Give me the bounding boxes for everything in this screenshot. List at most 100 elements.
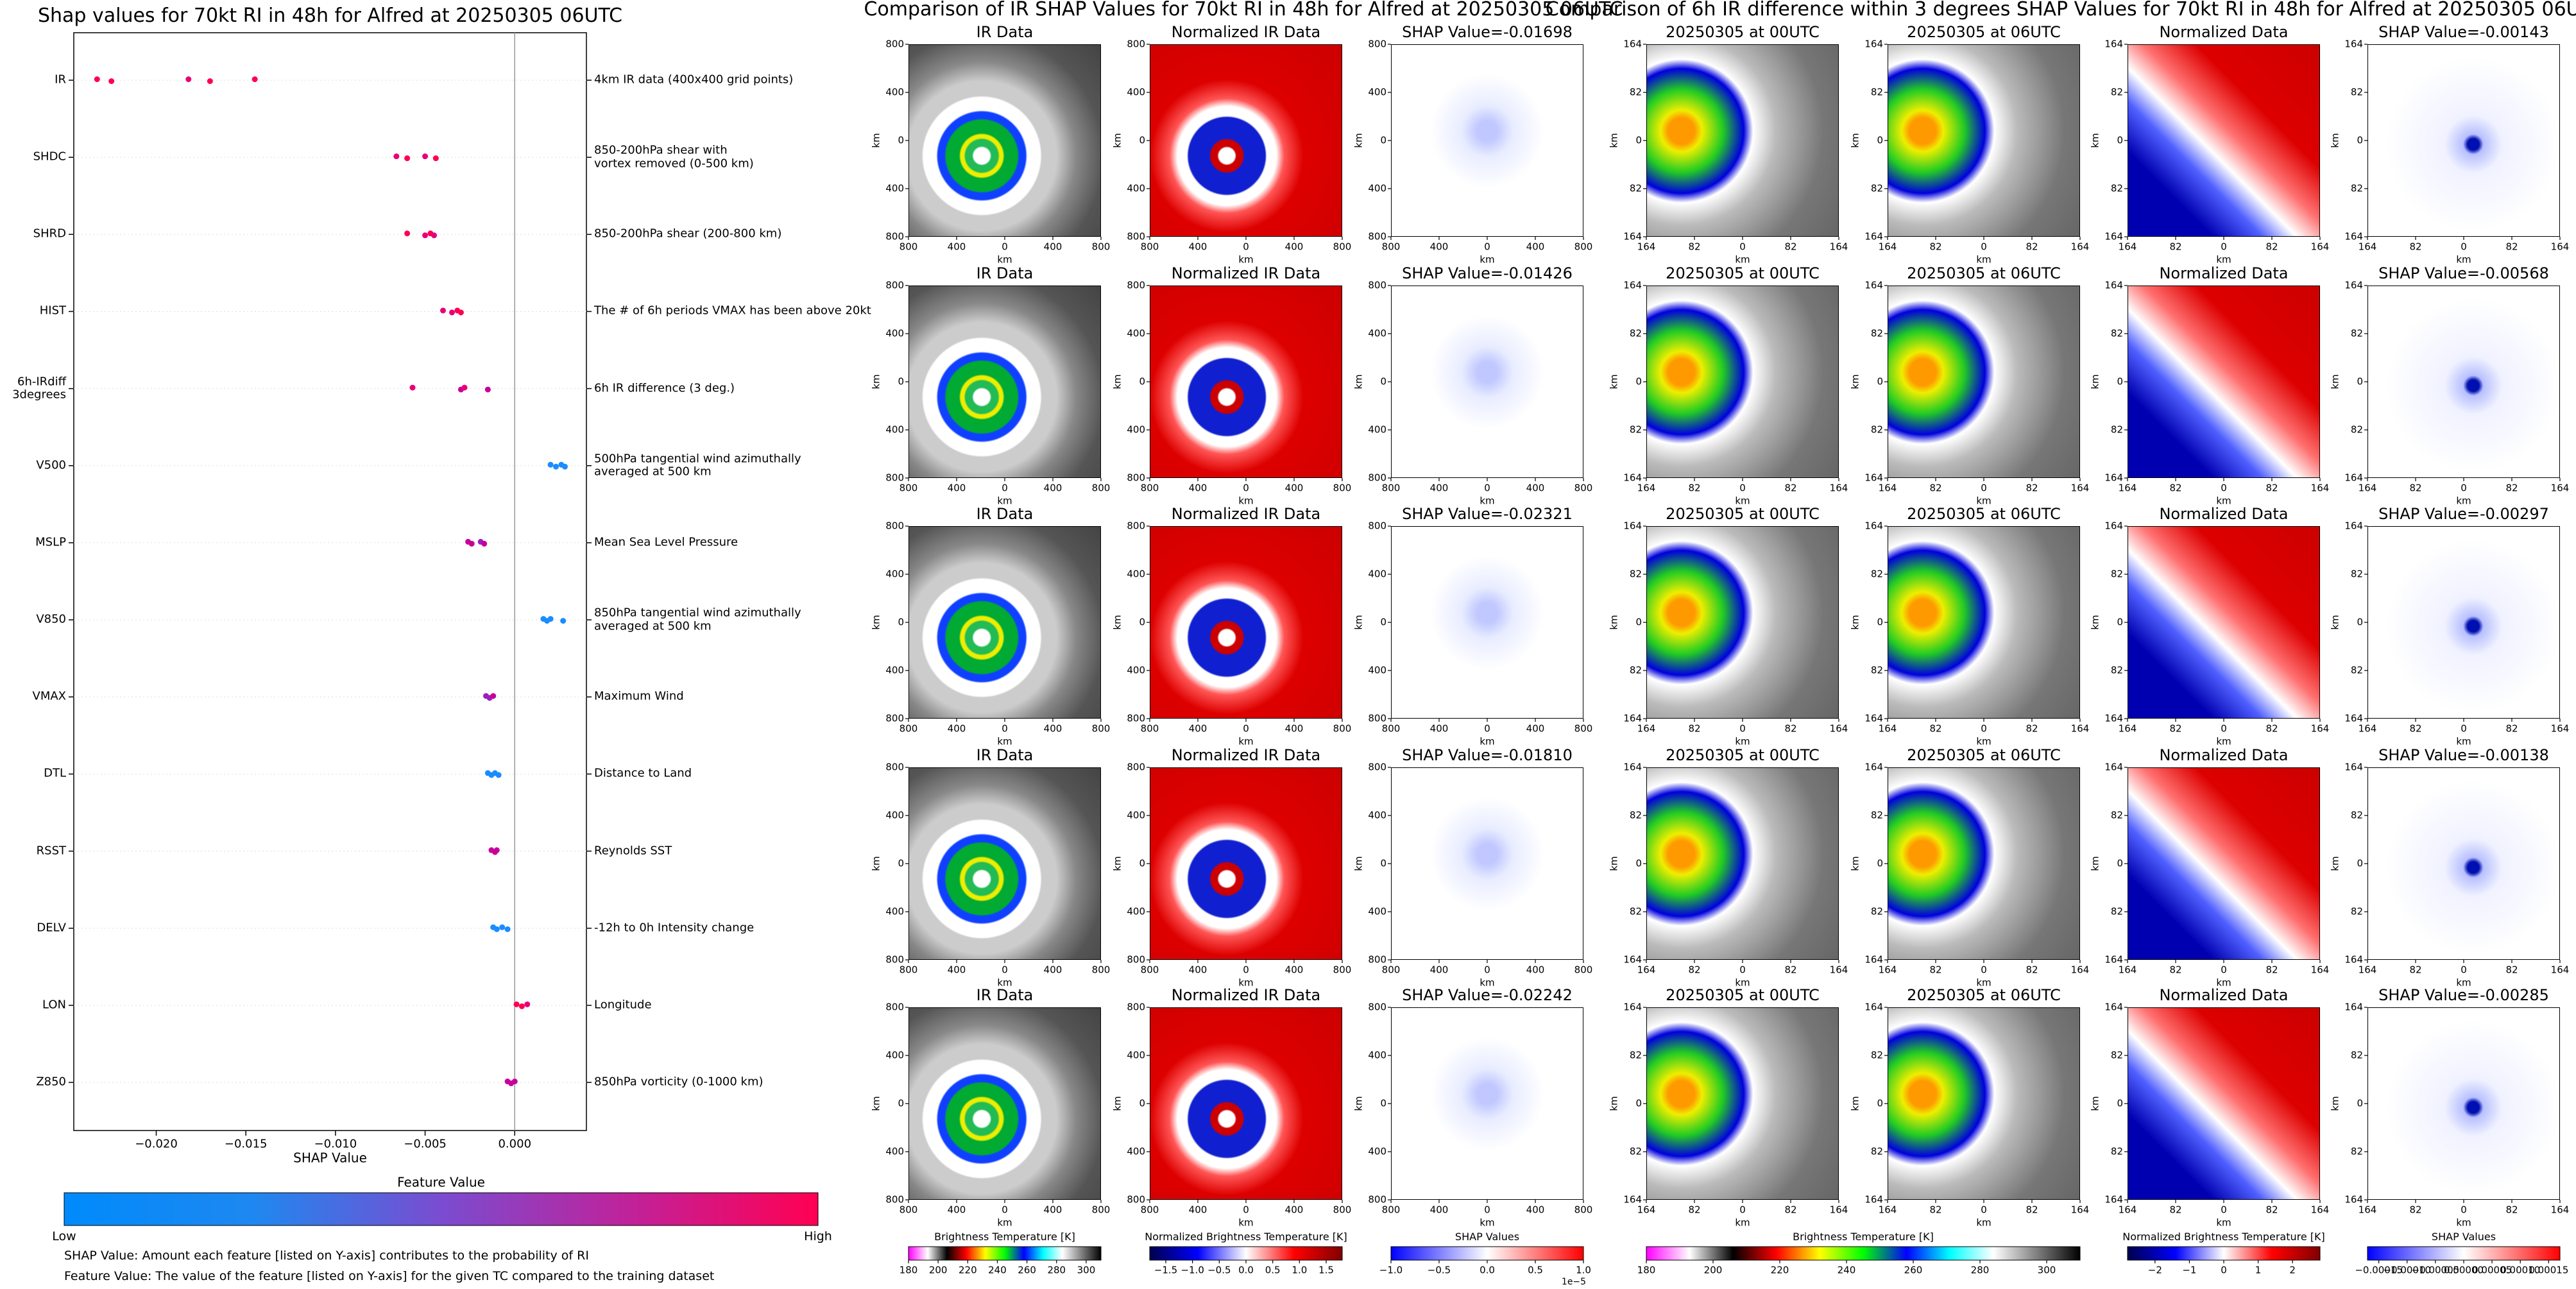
- y-tick-label: 164: [1623, 472, 1642, 484]
- y-axis-label: km: [2089, 374, 2101, 389]
- x-tick-label: 82: [2409, 722, 2422, 735]
- y-tick-label: 164: [2344, 520, 2363, 532]
- y-tick-label: 0: [1380, 134, 1386, 146]
- x-tick-label: 164: [2118, 482, 2137, 494]
- panel-title: SHAP Value=-0.00568: [2378, 264, 2549, 283]
- x-axis-label: SHAP Value: [293, 1150, 367, 1166]
- x-tick-label: 164: [1637, 482, 1656, 494]
- x-tick-label: 164: [2070, 241, 2090, 253]
- y-tick-label: 800: [1127, 279, 1145, 291]
- point: [484, 386, 491, 393]
- x-tick-label: 82: [2505, 241, 2518, 253]
- y-tick-label: 400: [1368, 182, 1386, 194]
- colorbar-tick-label: 0.00010: [2500, 1264, 2541, 1276]
- x-tick-label: 0: [1002, 964, 1008, 976]
- y-tick-label: 400: [1368, 905, 1386, 918]
- x-axis-label: km: [1976, 495, 1992, 507]
- x-tick-label: 164: [2358, 722, 2377, 735]
- x-tick-label: 164: [2550, 964, 2570, 976]
- y-axis-label: km: [1352, 615, 1365, 630]
- x-tick-label: 164: [2070, 1204, 2090, 1216]
- panel-title: SHAP Value=-0.01426: [1402, 264, 1573, 283]
- x-axis-label: km: [1480, 495, 1495, 507]
- y-tick-label: 164: [1623, 1193, 1642, 1206]
- image-panel: [2128, 767, 2320, 960]
- y-tick-label: 400: [885, 1145, 904, 1157]
- x-tick-label: 0: [1981, 964, 1987, 976]
- x-tick-label: 82: [1688, 964, 1701, 976]
- x-tick-label: 0: [1739, 482, 1746, 494]
- panel-title: 20250305 at 06UTC: [1907, 986, 2061, 1005]
- panel-title: Normalized Data: [2159, 23, 2289, 42]
- y-tick-label: 800: [1127, 953, 1145, 966]
- colorbar-low: Low: [52, 1229, 76, 1244]
- y-axis-label: km: [2089, 856, 2101, 871]
- x-tick-label: 800: [1140, 482, 1159, 494]
- y-tick-label: 800: [1127, 520, 1145, 532]
- panel-title: 20250305 at 00UTC: [1666, 505, 1820, 524]
- x-tick-label: 400: [1188, 1204, 1207, 1216]
- feature-description: Reynolds SST: [594, 844, 672, 858]
- x-tick-label: 0: [1243, 482, 1249, 494]
- y-tick-label: IR: [55, 73, 66, 87]
- point: [511, 1079, 518, 1084]
- x-tick-label: 400: [1188, 722, 1207, 735]
- image-panel: [1888, 286, 2080, 478]
- x-tick-label: 400: [1429, 964, 1449, 976]
- image-panel: [1391, 286, 1583, 478]
- x-axis-label: km: [997, 495, 1012, 507]
- y-tick-label: 400: [885, 568, 904, 580]
- x-tick-label: 164: [2358, 482, 2377, 494]
- x-tick-label: 400: [947, 964, 966, 976]
- image-panel: [1150, 286, 1342, 478]
- y-tick-label: 82: [2350, 809, 2363, 821]
- image-panel: [1391, 526, 1583, 719]
- y-tick-label: 164: [1623, 953, 1642, 966]
- colorbar-label: Brightness Temperature [K]: [934, 1230, 1075, 1243]
- colorbar: [2127, 1246, 2321, 1261]
- x-tick-label: 0: [1243, 1204, 1249, 1216]
- y-tick-label: 400: [885, 182, 904, 194]
- point: [457, 309, 464, 316]
- y-axis-label: km: [870, 133, 882, 148]
- y-axis-label: km: [2089, 133, 2101, 148]
- y-tick-label: 82: [1870, 809, 1883, 821]
- x-tick-label: 400: [1284, 1204, 1304, 1216]
- x-tick-label: 800: [1140, 722, 1159, 735]
- panel-title: SHAP Value=-0.02242: [1402, 986, 1573, 1005]
- y-tick-label: 82: [1870, 327, 1883, 339]
- x-tick-label: 0: [1981, 1204, 1987, 1216]
- y-tick-label: 82: [1629, 1145, 1642, 1157]
- x-axis-label: km: [2216, 253, 2231, 266]
- y-tick-label: 0: [1635, 1097, 1642, 1109]
- point: [547, 461, 554, 468]
- x-axis-label: km: [1238, 977, 1254, 989]
- x-tick-label: 164: [1878, 241, 1897, 253]
- x-tick-label: 0: [1243, 722, 1249, 735]
- y-tick-label: 400: [1368, 86, 1386, 98]
- x-tick-label: 800: [899, 482, 918, 494]
- figure-title: Comparison of 6h IR difference within 3 …: [1545, 0, 2576, 21]
- x-axis-label: km: [1480, 253, 1495, 266]
- y-axis-label: km: [1352, 374, 1365, 389]
- x-tick-label: 164: [2118, 722, 2137, 735]
- y-tick-label: 164: [1623, 520, 1642, 532]
- y-axis-label: km: [2089, 1096, 2101, 1111]
- y-tick-label: 0: [898, 375, 904, 388]
- x-tick-label: 164: [1829, 1204, 1848, 1216]
- point: [518, 1003, 525, 1009]
- y-tick-label: 164: [1623, 1001, 1642, 1013]
- x-axis-label: km: [2216, 495, 2231, 507]
- y-tick-label: 164: [1623, 761, 1642, 773]
- point: [524, 1001, 531, 1007]
- x-tick-label: 0.000: [498, 1137, 532, 1151]
- panel-title: Normalized Data: [2159, 986, 2289, 1005]
- x-tick-label: 400: [947, 722, 966, 735]
- x-tick-label: 0: [1739, 964, 1746, 976]
- y-tick-label: SHDC: [33, 149, 66, 164]
- y-tick-label: 82: [1629, 664, 1642, 676]
- y-tick-label: 800: [1368, 472, 1386, 484]
- x-axis-label: km: [2456, 977, 2471, 989]
- y-tick-label: 400: [1368, 1049, 1386, 1061]
- y-tick-label: 400: [885, 423, 904, 436]
